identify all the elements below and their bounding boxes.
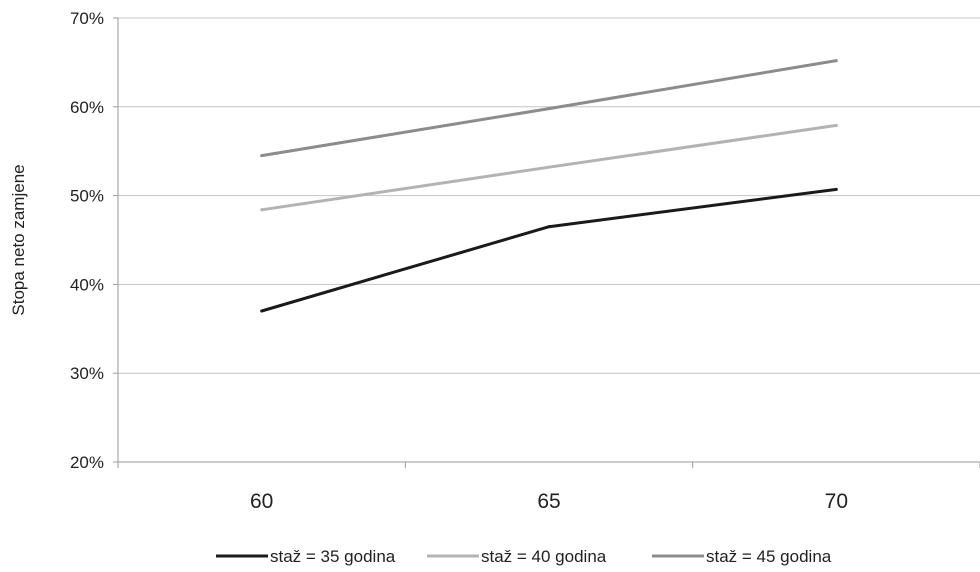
- x-tick-label: 70: [825, 490, 848, 513]
- y-tick-label: 20%: [70, 453, 104, 472]
- legend-label: staž = 35 godina: [270, 547, 396, 566]
- y-tick-label: 30%: [70, 364, 104, 383]
- data-point: [547, 225, 551, 229]
- y-tick-labels: 20% 30% 40% 50% 60% 70%: [70, 9, 104, 472]
- axes: [117, 18, 980, 463]
- data-point: [834, 59, 838, 63]
- data-series: [260, 59, 838, 313]
- x-tick-label: 65: [537, 490, 560, 513]
- y-tick-label: 40%: [70, 275, 104, 294]
- legend: staž = 35 godina staž = 40 godina staž = 4…: [216, 547, 832, 566]
- y-axis-title: Stopa neto zamjene: [9, 164, 28, 315]
- y-tick-label: 60%: [70, 98, 104, 117]
- data-point: [260, 309, 264, 313]
- legend-label: staž = 40 godina: [481, 547, 607, 566]
- data-point: [834, 123, 838, 127]
- data-point: [260, 154, 264, 158]
- x-tick-label: 60: [250, 490, 273, 513]
- series-line-1: [261, 187, 837, 313]
- data-point: [260, 208, 264, 212]
- grid-lines: [113, 17, 980, 468]
- data-point: [547, 165, 551, 169]
- data-point: [834, 187, 838, 191]
- y-tick-label: 70%: [70, 9, 104, 28]
- y-tick-label: 50%: [70, 187, 104, 206]
- legend-label: staž = 45 godina: [706, 547, 832, 566]
- x-tick-labels: 60 65 70: [250, 490, 848, 513]
- data-point: [547, 107, 551, 111]
